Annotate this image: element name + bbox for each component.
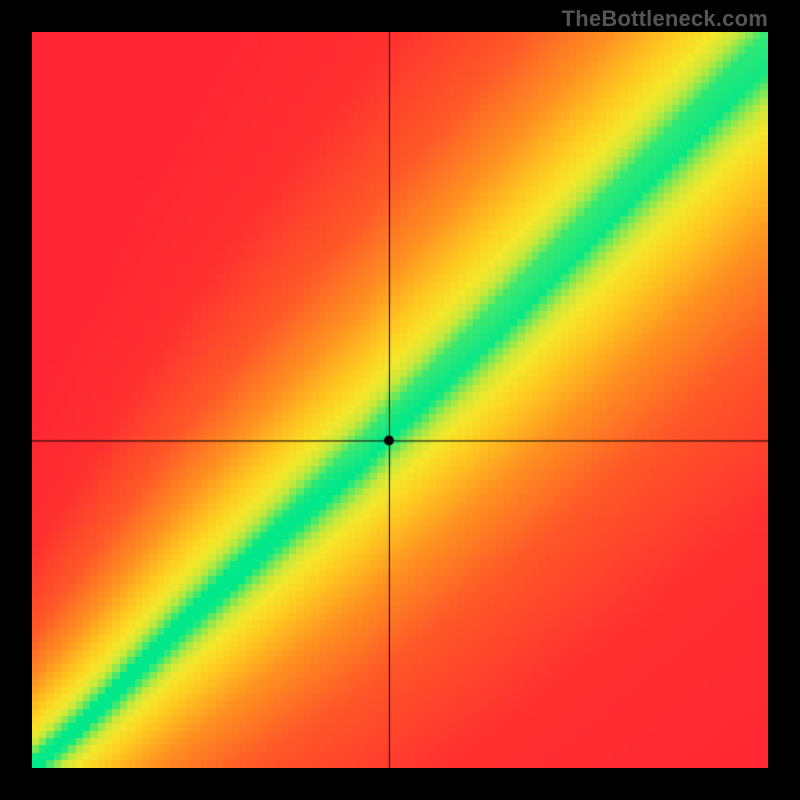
bottleneck-heatmap <box>32 32 768 768</box>
watermark-text: TheBottleneck.com <box>562 6 768 32</box>
chart-container: TheBottleneck.com <box>0 0 800 800</box>
